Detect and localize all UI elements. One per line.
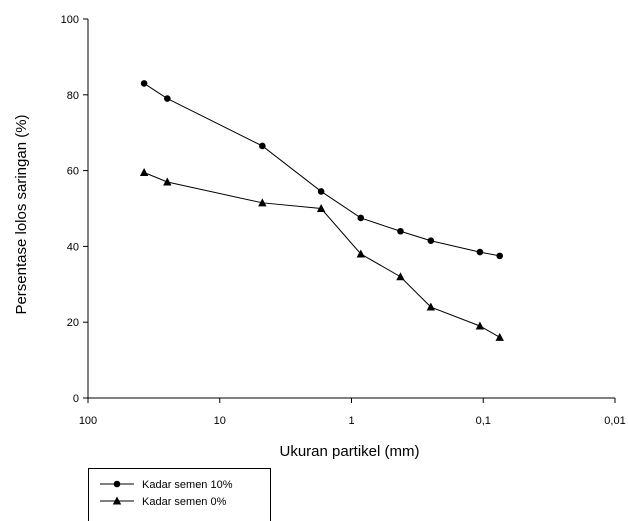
- x-tick-label: 100: [79, 415, 97, 427]
- data-point-triangle: [163, 177, 172, 186]
- y-tick-label: 40: [67, 241, 79, 253]
- legend-label: Kadar semen 10%: [142, 479, 233, 491]
- y-axis-label: Persentase lolos saringan (%): [13, 114, 30, 314]
- data-point-circle: [427, 237, 435, 245]
- data-point-triangle: [475, 321, 485, 330]
- y-tick-label: 0: [73, 393, 79, 405]
- axes: 0 20 40 60 80 100 100 10 1 0,1 0,01: [61, 14, 626, 427]
- y-tick-label: 100: [61, 14, 79, 26]
- data-point-triangle: [356, 249, 365, 258]
- series-2: [139, 167, 504, 341]
- x-tick-label: 0,01: [604, 415, 625, 427]
- series-layer: [139, 80, 504, 341]
- series-line: [143, 172, 500, 338]
- data-point-triangle: [426, 302, 436, 311]
- data-point-triangle: [316, 204, 326, 212]
- data-point-circle: [496, 252, 504, 260]
- series-1: [140, 80, 504, 260]
- y-tick-label: 20: [67, 317, 79, 329]
- data-point-circle: [164, 95, 171, 102]
- legend: Kadar semen 10% Kadar semen 0%: [88, 468, 271, 521]
- data-point-triangle: [258, 198, 267, 207]
- data-point-triangle: [396, 272, 405, 281]
- x-axis-label: Ukuran partikel (mm): [279, 443, 419, 460]
- y-tick-label: 80: [67, 90, 79, 102]
- x-tick-label: 1: [348, 415, 354, 427]
- data-point-circle: [113, 480, 121, 488]
- y-tick-label: 60: [67, 166, 79, 178]
- legend-entry: Kadar semen 10%: [100, 479, 233, 491]
- series-line: [143, 83, 500, 257]
- data-point-triangle: [139, 167, 149, 176]
- x-tick-label: 0,1: [476, 415, 491, 427]
- data-point-circle: [259, 142, 266, 150]
- data-point-circle: [357, 214, 365, 222]
- x-ticks: 100 10 1 0,1 0,01: [79, 398, 626, 427]
- data-point-triangle: [495, 332, 504, 341]
- legend-entry: Kadar semen 0%: [100, 496, 227, 508]
- data-point-circle: [317, 188, 325, 195]
- legend-items: Kadar semen 10% Kadar semen 0%: [100, 479, 233, 508]
- y-ticks: 0 20 40 60 80 100: [61, 14, 88, 405]
- data-point-circle: [476, 248, 484, 256]
- data-point-triangle: [112, 496, 122, 505]
- x-tick-label: 10: [214, 415, 226, 427]
- legend-box: [88, 468, 271, 521]
- data-point-circle: [140, 80, 148, 87]
- data-point-circle: [397, 227, 404, 235]
- legend-label: Kadar semen 0%: [142, 496, 227, 508]
